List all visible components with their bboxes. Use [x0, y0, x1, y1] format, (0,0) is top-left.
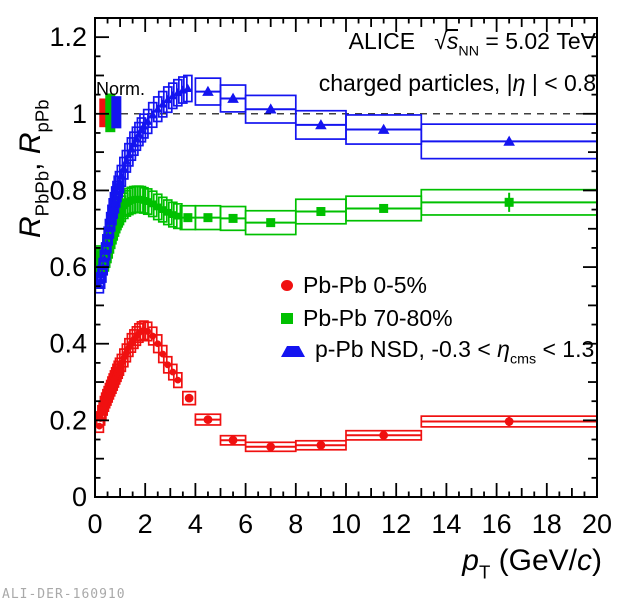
svg-text:14: 14 — [431, 509, 461, 539]
svg-text:1: 1 — [72, 99, 87, 129]
legend-item: p-Pb NSD, -0.3 < ηcms < 1.3 — [281, 335, 594, 368]
legend: Pb-Pb 0-5% Pb-Pb 70-80% p-Pb NSD, -0.3 < η… — [281, 269, 594, 368]
svg-text:0.8: 0.8 — [49, 175, 87, 205]
annotation-particles: charged particles, |η | < 0.8 — [318, 70, 596, 97]
square-marker-icon — [281, 313, 293, 324]
legend-label: Pb-Pb 70-80% — [303, 305, 453, 331]
svg-text:12: 12 — [381, 509, 411, 539]
x-axis-label: pT (GeV/c) — [462, 544, 602, 583]
svg-text:16: 16 — [482, 509, 512, 539]
annotation-block: ALICE √sNN = 5.02 TeV charged particles,… — [319, 25, 596, 99]
svg-text:6: 6 — [238, 509, 253, 539]
triangle-marker-icon — [281, 346, 305, 357]
legend-label: p-Pb NSD, -0.3 < ηcms < 1.3 — [315, 335, 595, 368]
svg-text:0.6: 0.6 — [49, 252, 87, 282]
svg-text:18: 18 — [532, 509, 562, 539]
legend-label: Pb-Pb 0-5% — [303, 272, 428, 298]
legend-item: Pb-Pb 70-80% — [281, 302, 594, 335]
annotation-energy: ALICE √sNN = 5.02 TeV — [348, 28, 596, 60]
y-axis-label: RPbPb, RpPb — [14, 99, 53, 238]
legend-item: Pb-Pb 0-5% — [281, 269, 594, 302]
svg-text:10: 10 — [331, 509, 361, 539]
svg-text:8: 8 — [288, 509, 303, 539]
svg-text:4: 4 — [188, 509, 203, 539]
svg-text:0.2: 0.2 — [49, 405, 87, 435]
normalization-label: Norm. — [96, 79, 145, 99]
svg-text:2: 2 — [138, 509, 153, 539]
svg-text:0: 0 — [72, 482, 87, 512]
svg-text:20: 20 — [582, 509, 612, 539]
watermark: ALI-DER-160910 — [2, 587, 126, 602]
circle-marker-icon — [281, 280, 293, 291]
svg-text:0.4: 0.4 — [49, 329, 87, 359]
svg-text:1.2: 1.2 — [49, 22, 87, 52]
svg-text:0: 0 — [87, 509, 102, 539]
